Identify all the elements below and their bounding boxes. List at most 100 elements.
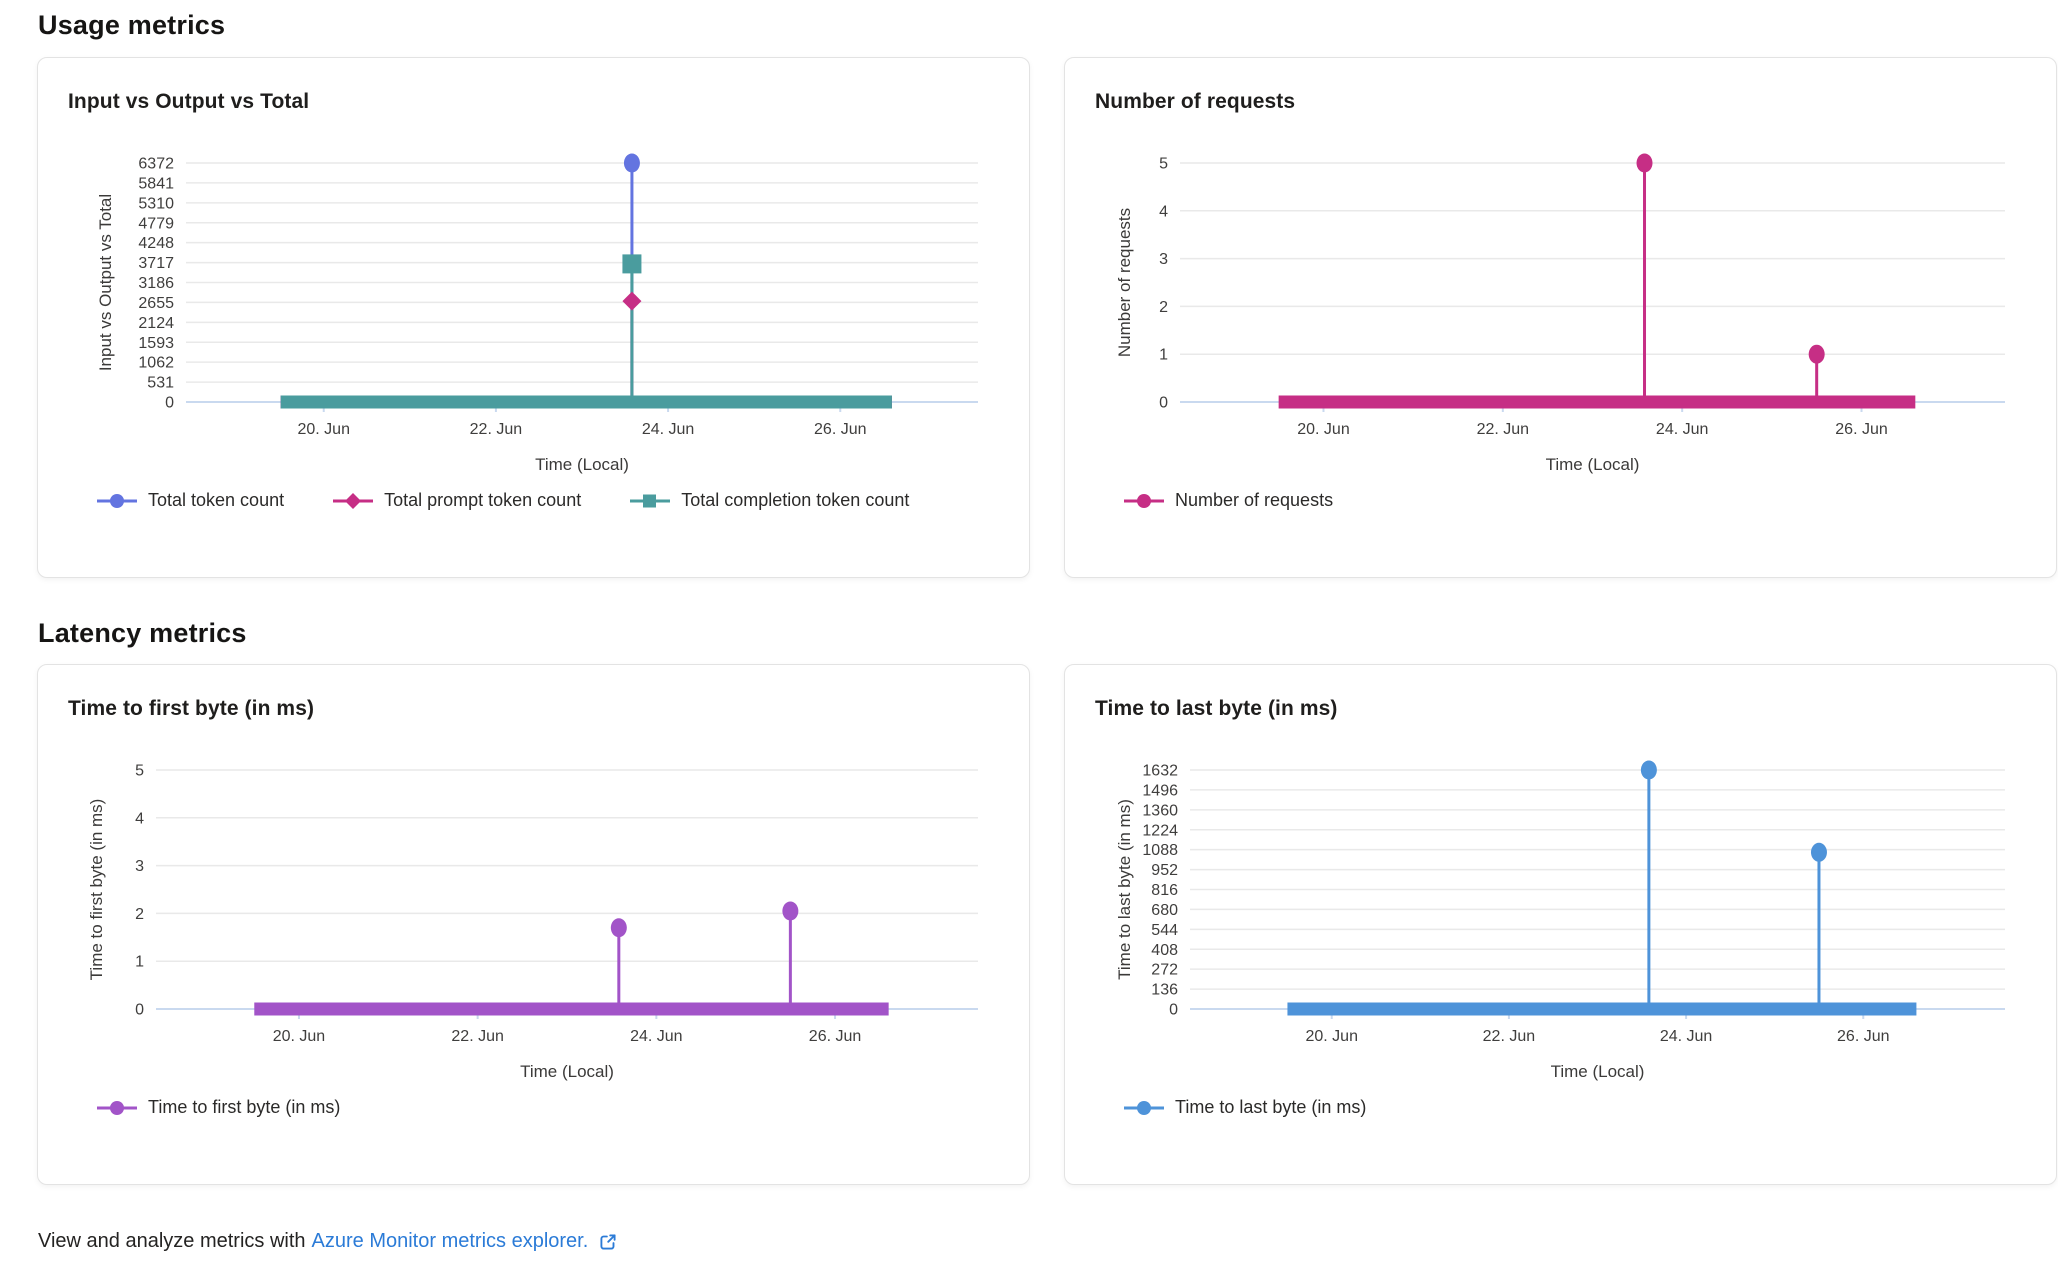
x-axis-title: Time (Local) <box>1546 455 1640 474</box>
y-tick-label: 0 <box>135 1002 144 1019</box>
y-tick-label: 544 <box>1151 922 1178 939</box>
y-tick-label: 4248 <box>138 235 174 252</box>
x-axis-title: Time (Local) <box>1551 1062 1645 1081</box>
legend-item[interactable]: Total completion token count <box>629 490 909 511</box>
y-tick-label: 4779 <box>138 215 174 232</box>
y-tick-label: 0 <box>1169 1002 1178 1019</box>
x-tick-label: 20. Jun <box>1305 1028 1357 1045</box>
y-axis-title: Input vs Output vs Total <box>96 194 115 371</box>
y-tick-label: 4 <box>1159 203 1168 220</box>
legend-label: Time to last byte (in ms) <box>1175 1097 1367 1117</box>
y-tick-label: 0 <box>1159 395 1168 412</box>
legend-item[interactable]: Number of requests <box>1123 490 1333 511</box>
y-tick-label: 1496 <box>1142 782 1178 799</box>
square-marker <box>622 254 642 274</box>
circle-marker <box>1640 760 1657 780</box>
y-tick-label: 272 <box>1151 962 1178 979</box>
y-tick-label: 136 <box>1151 982 1178 999</box>
x-tick-label: 26. Jun <box>1835 421 1887 438</box>
y-tick-label: 3717 <box>138 255 174 272</box>
y-tick-label: 5 <box>1159 156 1168 173</box>
x-axis-title: Time (Local) <box>535 455 629 474</box>
azure-monitor-metrics-explorer-link[interactable]: Azure Monitor metrics explorer. <box>311 1230 589 1252</box>
chart-title-input-vs-output-vs-total: Input vs Output vs Total <box>68 90 310 113</box>
x-tick-label: 24. Jun <box>1656 421 1708 438</box>
y-tick-label: 2 <box>135 906 144 923</box>
legend-label: Total prompt token count <box>384 490 582 510</box>
y-tick-label: 1224 <box>1142 822 1178 839</box>
legend-label: Number of requests <box>1175 490 1334 510</box>
chart-legend: Total token count Total prompt token coun… <box>96 490 957 511</box>
y-tick-label: 408 <box>1151 942 1178 959</box>
y-tick-label: 3 <box>135 858 144 875</box>
y-axis-title: Time to first byte (in ms) <box>87 799 106 981</box>
chart-plot-time-to-last-byte[interactable]: 20. Jun 22. Jun 24. Jun 26. Jun 0 136 272 408 54… <box>1065 665 2058 1186</box>
chart-card-input-vs-output-vs-total: Input vs Output vs Total 20. Jun 22. Jun 2… <box>37 57 1030 578</box>
x-tick-label: 24. Jun <box>642 421 694 438</box>
circle-legend-marker-icon <box>1124 1100 1164 1115</box>
y-tick-label: 3 <box>1159 251 1168 268</box>
external-link-icon[interactable] <box>597 1231 619 1253</box>
y-tick-label: 1088 <box>1142 842 1178 859</box>
legend-item[interactable]: Total token count <box>96 490 284 511</box>
chart-legend: Number of requests <box>1123 490 1381 511</box>
chart-title-time-to-last-byte: Time to last byte (in ms) <box>1095 697 1338 720</box>
legend-label: Total token count <box>148 490 285 510</box>
y-tick-label: 2 <box>1159 299 1168 316</box>
x-tick-label: 24. Jun <box>630 1028 682 1045</box>
y-tick-label: 5841 <box>138 175 174 192</box>
chart-plot-time-to-first-byte[interactable]: 20. Jun 22. Jun 24. Jun 26. Jun 0 1 2 3 4 5 Time t… <box>38 665 1031 1186</box>
chart-card-time-to-last-byte: Time to last byte (in ms) 20. Jun 22. Jun… <box>1064 664 2057 1185</box>
x-axis-title: Time (Local) <box>520 1062 614 1081</box>
circle-marker <box>610 918 627 938</box>
circle-marker <box>1810 842 1827 862</box>
circle-marker <box>623 153 640 173</box>
y-tick-label: 680 <box>1151 902 1178 919</box>
chart-legend: Time to last byte (in ms) <box>1123 1097 1414 1118</box>
x-tick-label: 20. Jun <box>1297 421 1349 438</box>
footer-text: View and analyze metrics with <box>38 1230 306 1252</box>
y-tick-label: 816 <box>1151 882 1178 899</box>
y-tick-label: 4 <box>135 810 144 827</box>
chart-card-time-to-first-byte: Time to first byte (in ms) 20. Jun 22. Ju… <box>37 664 1030 1185</box>
chart-title-number-of-requests: Number of requests <box>1095 90 1296 113</box>
circle-marker <box>782 901 799 921</box>
chart-plot-input-vs-output-vs-total[interactable]: 20. Jun 22. Jun 24. Jun 26. Jun 0 531 1062 1593… <box>38 58 1031 579</box>
legend-item[interactable]: Time to last byte (in ms) <box>1123 1097 1366 1118</box>
chart-legend: Time to first byte (in ms) <box>96 1097 388 1118</box>
square-legend-marker-icon <box>630 494 671 507</box>
y-tick-label: 1 <box>1159 347 1168 364</box>
diamond-legend-marker-icon <box>333 492 374 509</box>
x-tick-label: 22. Jun <box>1477 421 1529 438</box>
y-tick-label: 5 <box>135 763 144 780</box>
y-axis-title: Number of requests <box>1115 208 1134 357</box>
x-tick-label: 22. Jun <box>451 1028 503 1045</box>
y-tick-label: 2655 <box>138 295 174 312</box>
x-tick-label: 26. Jun <box>1837 1028 1889 1045</box>
legend-item[interactable]: Total prompt token count <box>332 490 581 511</box>
latency-metrics-heading: Latency metrics <box>38 618 247 648</box>
legend-item[interactable]: Time to first byte (in ms) <box>96 1097 340 1118</box>
y-tick-label: 1062 <box>138 355 174 372</box>
y-tick-label: 952 <box>1151 862 1178 879</box>
circle-legend-marker-icon <box>1124 493 1164 508</box>
footer: View and analyze metrics with Azure Moni… <box>38 1230 619 1253</box>
y-tick-label: 531 <box>147 375 174 392</box>
x-tick-label: 22. Jun <box>470 421 522 438</box>
chart-plot-number-of-requests[interactable]: 20. Jun 22. Jun 24. Jun 26. Jun012345Number… <box>1065 58 2058 579</box>
legend-label: Total completion token count <box>681 490 910 510</box>
circle-marker <box>1636 153 1653 173</box>
y-tick-label: 1632 <box>1142 763 1178 780</box>
circle-legend-marker-icon <box>97 1100 137 1115</box>
x-tick-label: 26. Jun <box>814 421 866 438</box>
y-tick-label: 2124 <box>138 315 174 332</box>
x-tick-label: 20. Jun <box>273 1028 325 1045</box>
x-tick-label: 24. Jun <box>1660 1028 1712 1045</box>
y-tick-label: 1360 <box>1142 802 1178 819</box>
chart-card-number-of-requests: Number of requests 20. Jun 22. Jun 24. Jun… <box>1064 57 2057 578</box>
y-tick-label: 0 <box>165 395 174 412</box>
usage-metrics-heading: Usage metrics <box>38 10 226 40</box>
y-tick-label: 6372 <box>138 156 174 173</box>
legend-label: Time to first byte (in ms) <box>148 1097 341 1117</box>
chart-title-time-to-first-byte: Time to first byte (in ms) <box>68 697 315 720</box>
